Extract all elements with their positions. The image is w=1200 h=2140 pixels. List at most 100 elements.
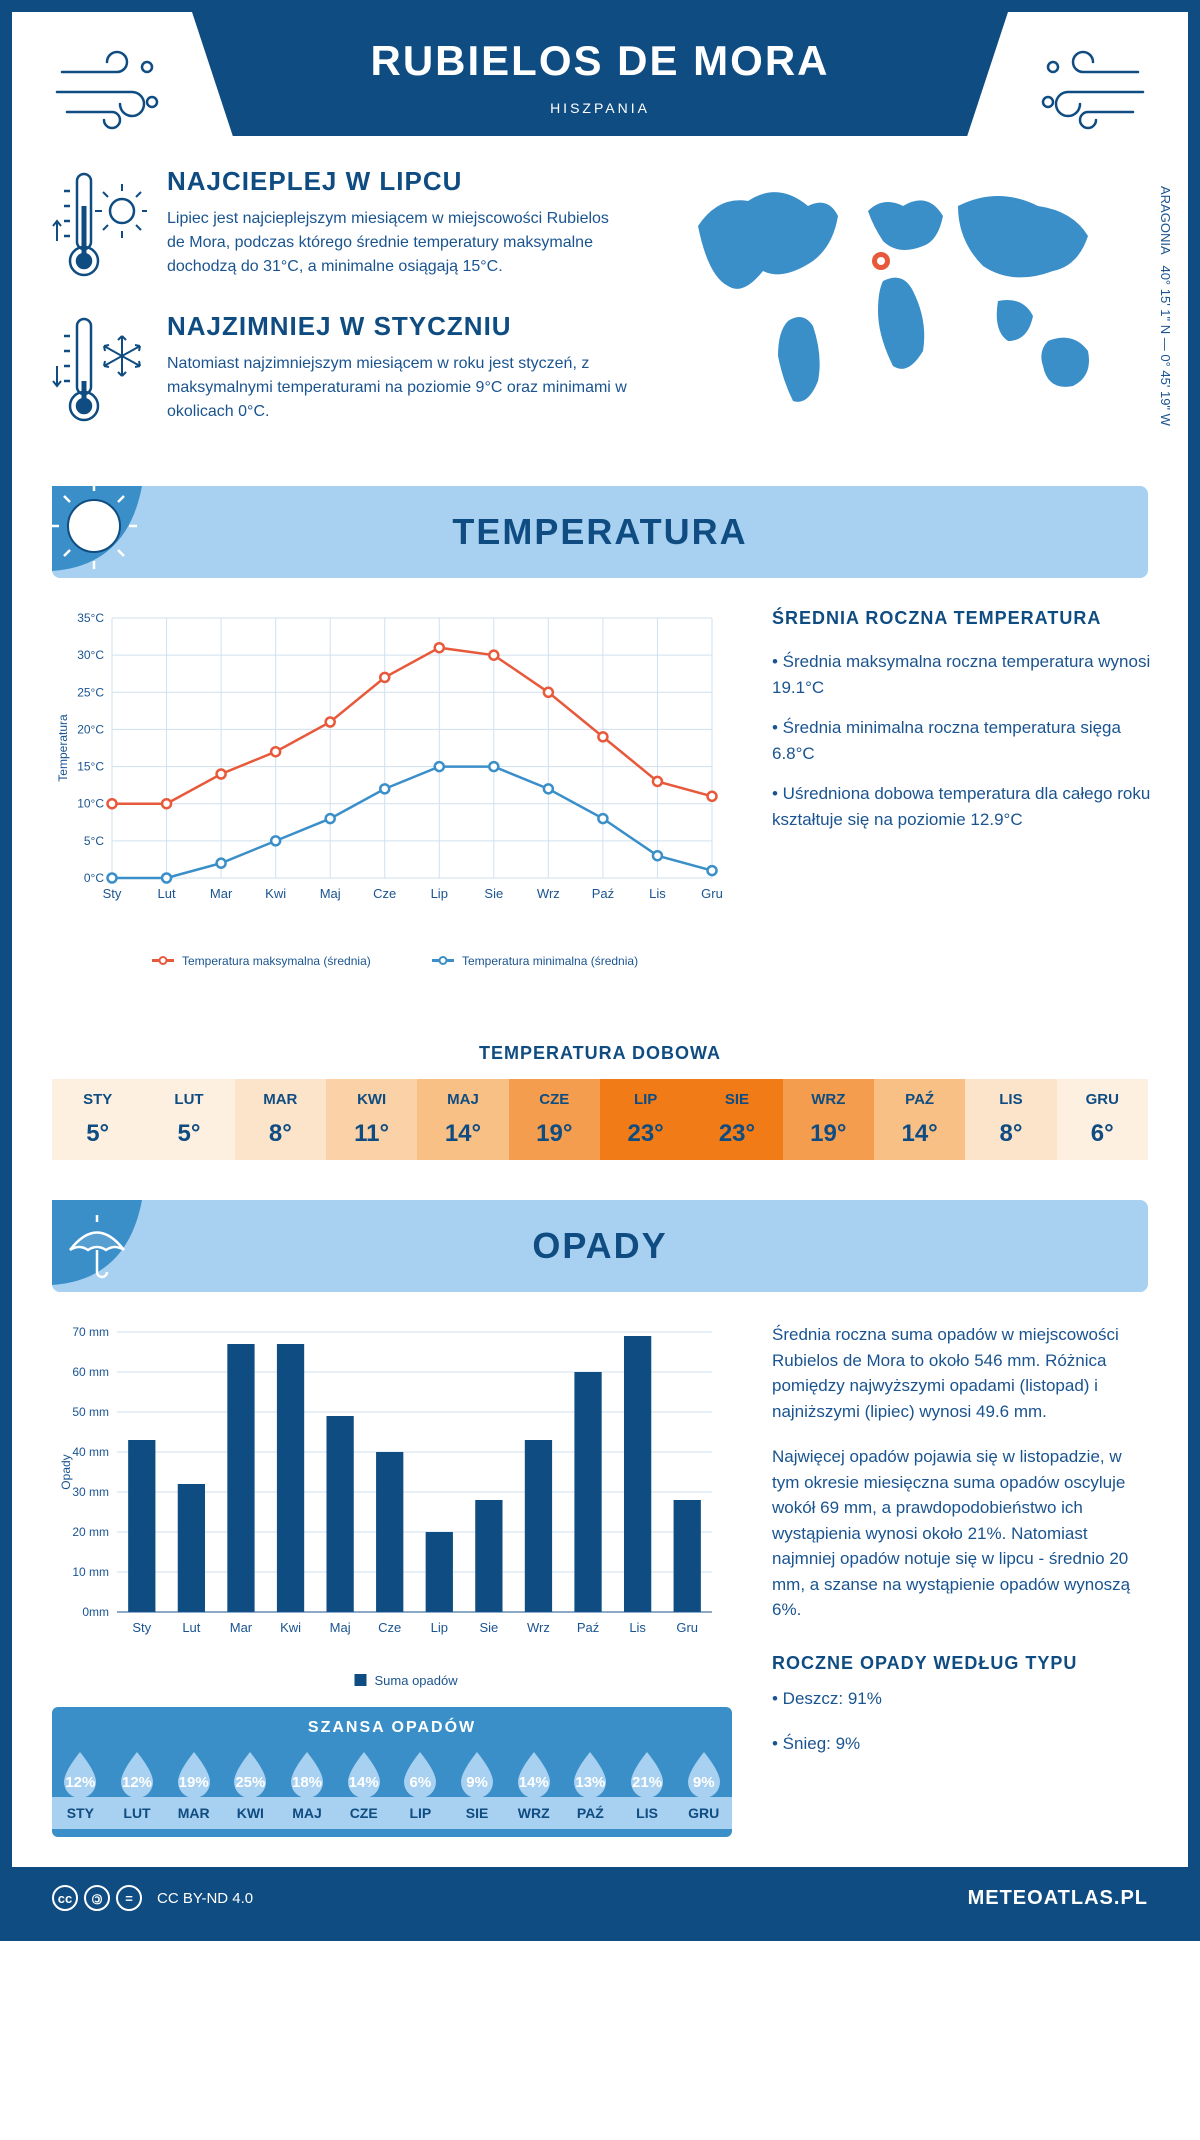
svg-text:20°C: 20°C [77, 722, 104, 736]
precipitation-section-header: OPADY [52, 1200, 1148, 1292]
svg-text:Lip: Lip [431, 886, 448, 901]
svg-text:Suma opadów: Suma opadów [375, 1673, 459, 1688]
cc-icon: cc [52, 1885, 78, 1911]
by-icon: 🄯 [84, 1885, 110, 1911]
daily-temp-cell: KWI11° [326, 1079, 417, 1160]
temperature-content: 0°C5°C10°C15°C20°C25°C30°C35°CStyLutMarK… [12, 608, 1188, 1023]
chance-cell: 9%SIE [449, 1747, 506, 1829]
temperature-info: ŚREDNIA ROCZNA TEMPERATURA • Średnia mak… [772, 608, 1152, 993]
daily-temp-title: TEMPERATURA DOBOWA [12, 1043, 1188, 1064]
svg-text:Lut: Lut [182, 1620, 200, 1635]
chance-value: 9% [449, 1774, 506, 1791]
chance-value: 14% [335, 1774, 392, 1791]
svg-text:40 mm: 40 mm [72, 1445, 109, 1459]
precip-type-bullet: • Deszcz: 91% [772, 1686, 1152, 1712]
chance-cell: 14%WRZ [505, 1747, 562, 1829]
coordinates: ARAGONIA 40° 15' 1" N — 0° 45' 19" W [1158, 186, 1173, 426]
daily-temp-cell: CZE19° [509, 1079, 600, 1160]
svg-text:30 mm: 30 mm [72, 1485, 109, 1499]
country-label: HISZPANIA [192, 100, 1008, 116]
thermometer-hot-icon [52, 166, 147, 286]
daily-temp-month: MAR [235, 1091, 326, 1108]
daily-temp-month: LIP [600, 1091, 691, 1108]
coldest-block: NAJZIMNIEJ W STYCZNIU Natomiast najzimni… [52, 311, 628, 431]
chance-value: 12% [52, 1774, 109, 1791]
page-header: RUBIELOS DE MORA HISZPANIA [192, 12, 1008, 136]
svg-text:Gru: Gru [676, 1620, 698, 1635]
svg-text:Mar: Mar [210, 886, 233, 901]
precipitation-content: 0mm10 mm20 mm30 mm40 mm50 mm60 mm70 mmOp… [12, 1322, 1188, 1867]
svg-text:10°C: 10°C [77, 797, 104, 811]
svg-text:Kwi: Kwi [280, 1620, 301, 1635]
svg-text:20 mm: 20 mm [72, 1525, 109, 1539]
daily-temp-value: 23° [627, 1120, 663, 1147]
precipitation-chance-box: SZANSA OPADÓW 12%STY12%LUT19%MAR25%KWI18… [52, 1707, 732, 1837]
svg-text:Sie: Sie [479, 1620, 498, 1635]
svg-text:Lip: Lip [431, 1620, 448, 1635]
daily-temp-cell: GRU6° [1057, 1079, 1148, 1160]
daily-temp-cell: SIE23° [691, 1079, 782, 1160]
temp-bullet: • Średnia minimalna roczna temperatura s… [772, 715, 1152, 766]
region-label: ARAGONIA [1158, 186, 1173, 255]
intro-text-column: NAJCIEPLEJ W LIPCU Lipiec jest najcieple… [52, 166, 628, 456]
svg-text:70 mm: 70 mm [72, 1325, 109, 1339]
svg-text:Temperatura minimalna (średnia: Temperatura minimalna (średnia) [462, 954, 638, 968]
svg-text:25°C: 25°C [77, 685, 104, 699]
svg-text:Wrz: Wrz [527, 1620, 550, 1635]
chance-value: 18% [279, 1774, 336, 1791]
daily-temp-value: 5° [178, 1120, 201, 1147]
daily-temp-month: CZE [509, 1091, 600, 1108]
daily-temp-month: WRZ [783, 1091, 874, 1108]
coldest-text: Natomiast najzimniejszym miesiącem w rok… [167, 352, 628, 424]
world-map: ARAGONIA 40° 15' 1" N — 0° 45' 19" W [668, 166, 1148, 456]
precip-type-title: ROCZNE OPADY WEDŁUG TYPU [772, 1653, 1152, 1674]
chance-cell: 14%CZE [335, 1747, 392, 1829]
temp-bullet: • Średnia maksymalna roczna temperatura … [772, 649, 1152, 700]
avg-temp-title: ŚREDNIA ROCZNA TEMPERATURA [772, 608, 1152, 629]
svg-text:Mar: Mar [230, 1620, 253, 1635]
svg-text:Maj: Maj [330, 1620, 351, 1635]
location-title: RUBIELOS DE MORA [192, 37, 1008, 85]
site-name: METEOATLAS.PL [968, 1887, 1148, 1910]
svg-text:Wrz: Wrz [537, 886, 560, 901]
svg-text:Sty: Sty [103, 886, 122, 901]
svg-text:30°C: 30°C [77, 648, 104, 662]
svg-text:10 mm: 10 mm [72, 1565, 109, 1579]
daily-temp-month: MAJ [417, 1091, 508, 1108]
chance-value: 25% [222, 1774, 279, 1791]
svg-text:Paź: Paź [577, 1620, 599, 1635]
chance-value: 9% [675, 1774, 732, 1791]
daily-temp-month: LIS [965, 1091, 1056, 1108]
svg-text:Sty: Sty [132, 1620, 151, 1635]
nd-icon: = [116, 1885, 142, 1911]
wind-icon [1028, 42, 1148, 137]
chance-title: SZANSA OPADÓW [52, 1719, 732, 1737]
umbrella-icon [52, 1200, 162, 1295]
precipitation-left-column: 0mm10 mm20 mm30 mm40 mm50 mm60 mm70 mmOp… [52, 1322, 732, 1837]
svg-text:Maj: Maj [320, 886, 341, 901]
hottest-text: Lipiec jest najcieplejszym miesiącem w m… [167, 207, 628, 279]
daily-temp-value: 6° [1091, 1120, 1114, 1147]
svg-text:Lut: Lut [158, 886, 176, 901]
chance-value: 14% [505, 1774, 562, 1791]
svg-text:Sie: Sie [484, 886, 503, 901]
cc-icons: cc 🄯 = [52, 1885, 142, 1911]
daily-temp-month: SIE [691, 1091, 782, 1108]
daily-temp-month: STY [52, 1091, 143, 1108]
daily-temp-value: 14° [901, 1120, 937, 1147]
chance-cell: 13%PAŹ [562, 1747, 619, 1829]
chance-value: 12% [109, 1774, 166, 1791]
daily-temp-cell: WRZ19° [783, 1079, 874, 1160]
chance-value: 13% [562, 1774, 619, 1791]
chance-value: 21% [619, 1774, 676, 1791]
header-wrap: RUBIELOS DE MORA HISZPANIA [12, 12, 1188, 136]
chance-cell: 21%LIS [619, 1747, 676, 1829]
daily-temp-value: 8° [999, 1120, 1022, 1147]
daily-temp-value: 5° [86, 1120, 109, 1147]
daily-temp-cell: LIS 8° [965, 1079, 1056, 1160]
infographic-page: RUBIELOS DE MORA HISZPANIA [0, 0, 1200, 1941]
chance-value: 19% [165, 1774, 222, 1791]
chance-value: 6% [392, 1774, 449, 1791]
svg-text:50 mm: 50 mm [72, 1405, 109, 1419]
page-footer: cc 🄯 = CC BY-ND 4.0 METEOATLAS.PL [12, 1867, 1188, 1929]
